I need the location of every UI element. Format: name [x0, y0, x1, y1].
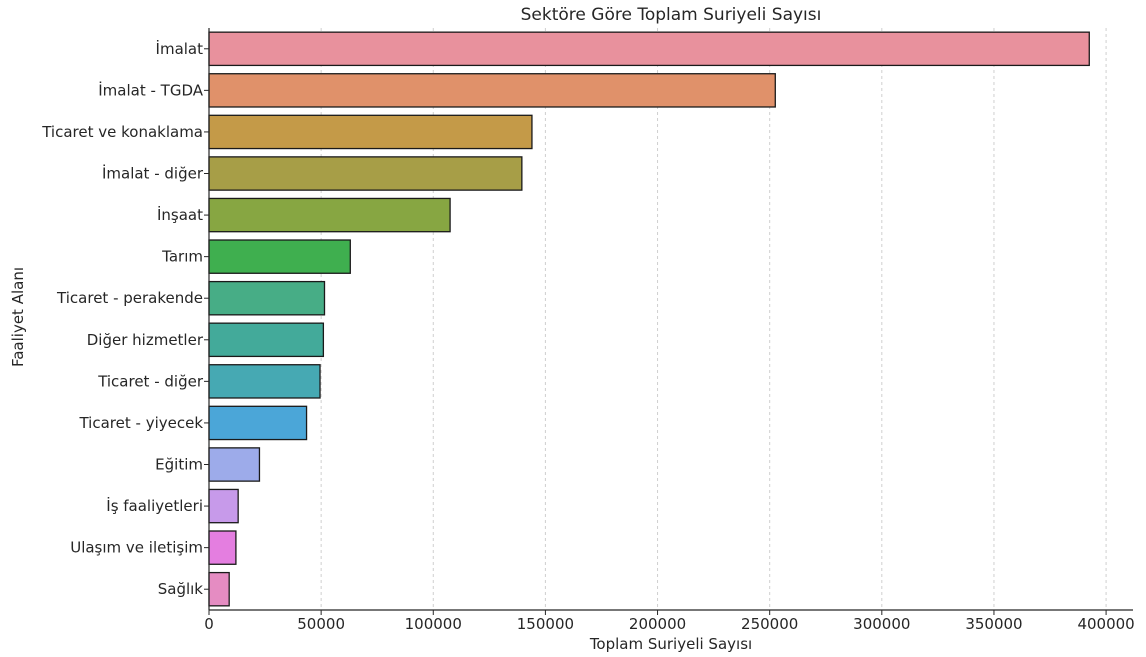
- x-tick-label: 400000: [1077, 615, 1134, 633]
- bar: [208, 571, 230, 607]
- bar: [208, 156, 523, 191]
- bar: [208, 447, 261, 482]
- axis-spines: [208, 28, 1133, 611]
- x-tick-label: 150000: [517, 615, 574, 633]
- category-label: İş faaliyetleri: [106, 496, 203, 515]
- bar: [208, 197, 451, 233]
- bar: [208, 405, 308, 441]
- category-label: Ticaret ve konaklama: [41, 123, 203, 141]
- category-label: Tarım: [161, 248, 203, 266]
- bar: [208, 322, 325, 358]
- x-tick-label: 250000: [741, 615, 798, 633]
- x-axis-ticks: 0 50000 100000 150000 200000 250000 300000 3500…: [204, 610, 1135, 633]
- category-label: Eğitim: [155, 456, 203, 474]
- bar: [208, 488, 239, 524]
- x-tick-label: 200000: [629, 615, 686, 633]
- bars-group: [208, 31, 1090, 607]
- category-label: Sağlık: [158, 580, 204, 598]
- y-axis-categories: İmalat İmalat - TGDA Ticaret ve konaklama İ…: [41, 39, 209, 598]
- category-label: Ticaret - yiyecek: [78, 414, 203, 432]
- x-tick-label: 0: [204, 615, 214, 633]
- chart-title: Sektöre Göre Toplam Suriyeli Sayısı: [521, 5, 822, 25]
- category-label: İnşaat: [157, 205, 203, 224]
- bar: [208, 530, 237, 565]
- bar: [208, 73, 776, 108]
- category-label: İmalat - diğer: [102, 164, 204, 183]
- category-label: Ticaret - diğer: [97, 372, 204, 390]
- bar: [208, 31, 1090, 67]
- bar: [208, 364, 321, 399]
- category-label: Ticaret - perakende: [56, 289, 203, 307]
- bar: [208, 114, 533, 150]
- x-tick-label: 50000: [297, 615, 345, 633]
- bar: [208, 239, 351, 274]
- x-tick-label: 100000: [405, 615, 462, 633]
- y-axis-label: Faaliyet Alanı: [9, 267, 27, 367]
- bar: [208, 280, 326, 316]
- category-label: İmalat - TGDA: [98, 80, 203, 99]
- category-label: Ulaşım ve iletişim: [70, 539, 203, 557]
- x-tick-label: 300000: [853, 615, 910, 633]
- x-axis-label: Toplam Suriyeli Sayısı: [589, 635, 752, 653]
- x-tick-label: 350000: [965, 615, 1022, 633]
- category-label: Diğer hizmetler: [87, 331, 204, 349]
- category-label: İmalat: [156, 39, 204, 58]
